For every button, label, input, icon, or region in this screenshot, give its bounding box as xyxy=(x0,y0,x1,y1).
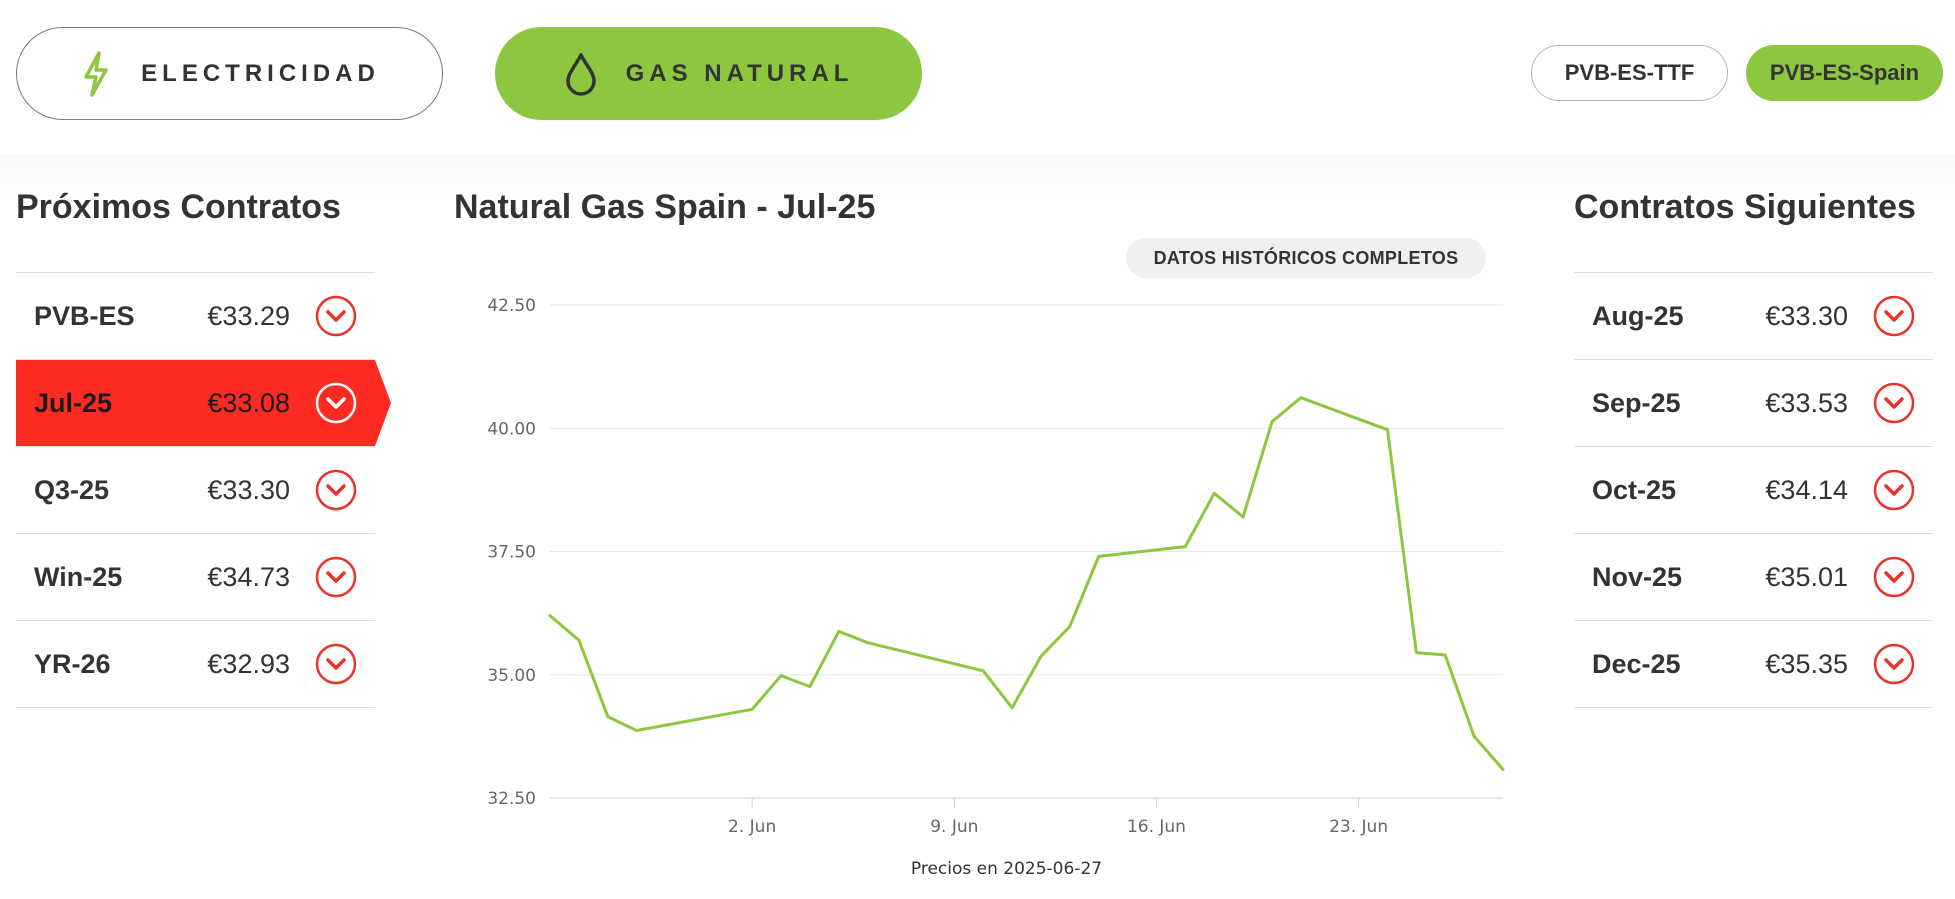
chevron-down-icon[interactable] xyxy=(315,556,357,598)
y-tick-label: 37.50 xyxy=(487,543,536,563)
electricity-tab[interactable]: ELECTRICIDAD xyxy=(16,27,443,120)
contract-name: YR-26 xyxy=(34,648,111,679)
y-tick-label: 32.50 xyxy=(487,789,536,809)
following-contracts-list: Aug-25 €33.30 Sep-25 €33.53 Oct-25 €34.1… xyxy=(1574,272,1933,708)
chevron-down-icon[interactable] xyxy=(1873,295,1915,337)
x-tick-label: 2. Jun xyxy=(728,817,776,837)
full-history-button[interactable]: DATOS HISTÓRICOS COMPLETOS xyxy=(1126,238,1486,278)
contract-price: €35.35 xyxy=(1765,648,1848,679)
chevron-down-icon[interactable] xyxy=(1873,469,1915,511)
price-series-line xyxy=(548,396,1505,771)
hub-pvb-es-spain-button[interactable]: PVB-ES-Spain xyxy=(1746,45,1943,101)
contract-name: Oct-25 xyxy=(1592,474,1677,505)
contract-name: Jul-25 xyxy=(34,387,113,418)
contract-price: €34.73 xyxy=(207,561,290,592)
contract-row-pvb-es[interactable]: PVB-ES €33.29 xyxy=(16,273,375,360)
x-tick-label: 16. Jun xyxy=(1127,817,1186,837)
contract-price: €33.30 xyxy=(207,474,290,505)
chevron-down-icon[interactable] xyxy=(1873,556,1915,598)
left-panel-title: Próximos Contratos xyxy=(16,188,341,226)
chevron-down-icon[interactable] xyxy=(1873,382,1915,424)
lightning-bolt-icon xyxy=(79,50,113,98)
contract-row-jul-25[interactable]: Jul-25 €33.08 xyxy=(16,360,391,447)
contract-price: €33.53 xyxy=(1765,387,1848,418)
contract-price: €32.93 xyxy=(207,648,290,679)
natural-gas-tab[interactable]: GAS NATURAL xyxy=(495,27,922,120)
x-tick-label: 23. Jun xyxy=(1329,817,1388,837)
contract-name: Aug-25 xyxy=(1592,300,1684,331)
contract-name: Win-25 xyxy=(34,561,123,592)
chevron-down-icon[interactable] xyxy=(315,469,357,511)
contract-name: Dec-25 xyxy=(1592,648,1681,679)
x-tick-label: 9. Jun xyxy=(930,817,978,837)
chevron-down-icon[interactable] xyxy=(315,295,357,337)
chevron-down-icon[interactable] xyxy=(315,643,357,685)
content-area xyxy=(0,155,1955,899)
contract-price: €33.29 xyxy=(207,300,290,331)
contract-price: €34.14 xyxy=(1765,474,1848,505)
contract-row-dec-25[interactable]: Dec-25 €35.35 xyxy=(1574,621,1933,708)
price-line-chart[interactable]: 32.50 35.00 37.50 40.00 42.50 2. Jun 9. Jun 16.… xyxy=(440,285,1520,895)
contract-price: €33.08 xyxy=(207,387,290,418)
contract-row-win-25[interactable]: Win-25 €34.73 xyxy=(16,534,375,621)
contract-row-q3-25[interactable]: Q3-25 €33.30 xyxy=(16,447,375,534)
contract-price: €33.30 xyxy=(1765,300,1848,331)
contract-name: PVB-ES xyxy=(34,300,135,331)
contract-row-aug-25[interactable]: Aug-25 €33.30 xyxy=(1574,273,1933,360)
y-tick-label: 42.50 xyxy=(487,296,536,316)
next-contracts-list: PVB-ES €33.29 Jul-25 €33.08 Q3-25 €33.30… xyxy=(16,272,391,708)
hub-pvb-es-ttf-button[interactable]: PVB-ES-TTF xyxy=(1531,45,1728,101)
chart-title: Natural Gas Spain - Jul-25 xyxy=(454,188,876,226)
contract-row-oct-25[interactable]: Oct-25 €34.14 xyxy=(1574,447,1933,534)
y-tick-label: 40.00 xyxy=(487,419,536,439)
y-tick-label: 35.00 xyxy=(487,666,536,686)
contract-name: Sep-25 xyxy=(1592,387,1681,418)
contract-name: Q3-25 xyxy=(34,474,110,505)
natural-gas-tab-label: GAS NATURAL xyxy=(625,59,854,87)
water-drop-icon xyxy=(564,51,598,97)
contract-row-sep-25[interactable]: Sep-25 €33.53 xyxy=(1574,360,1933,447)
chart-caption: Precios en 2025-06-27 xyxy=(911,859,1102,879)
contract-row-yr-26[interactable]: YR-26 €32.93 xyxy=(16,621,375,708)
contract-row-nov-25[interactable]: Nov-25 €35.01 xyxy=(1574,534,1933,621)
contract-name: Nov-25 xyxy=(1592,561,1683,592)
chevron-down-icon[interactable] xyxy=(315,382,357,424)
contract-price: €35.01 xyxy=(1765,561,1848,592)
chevron-down-icon[interactable] xyxy=(1873,643,1915,685)
electricity-tab-label: ELECTRICIDAD xyxy=(141,59,380,87)
right-panel-title: Contratos Siguientes xyxy=(1574,188,1916,226)
